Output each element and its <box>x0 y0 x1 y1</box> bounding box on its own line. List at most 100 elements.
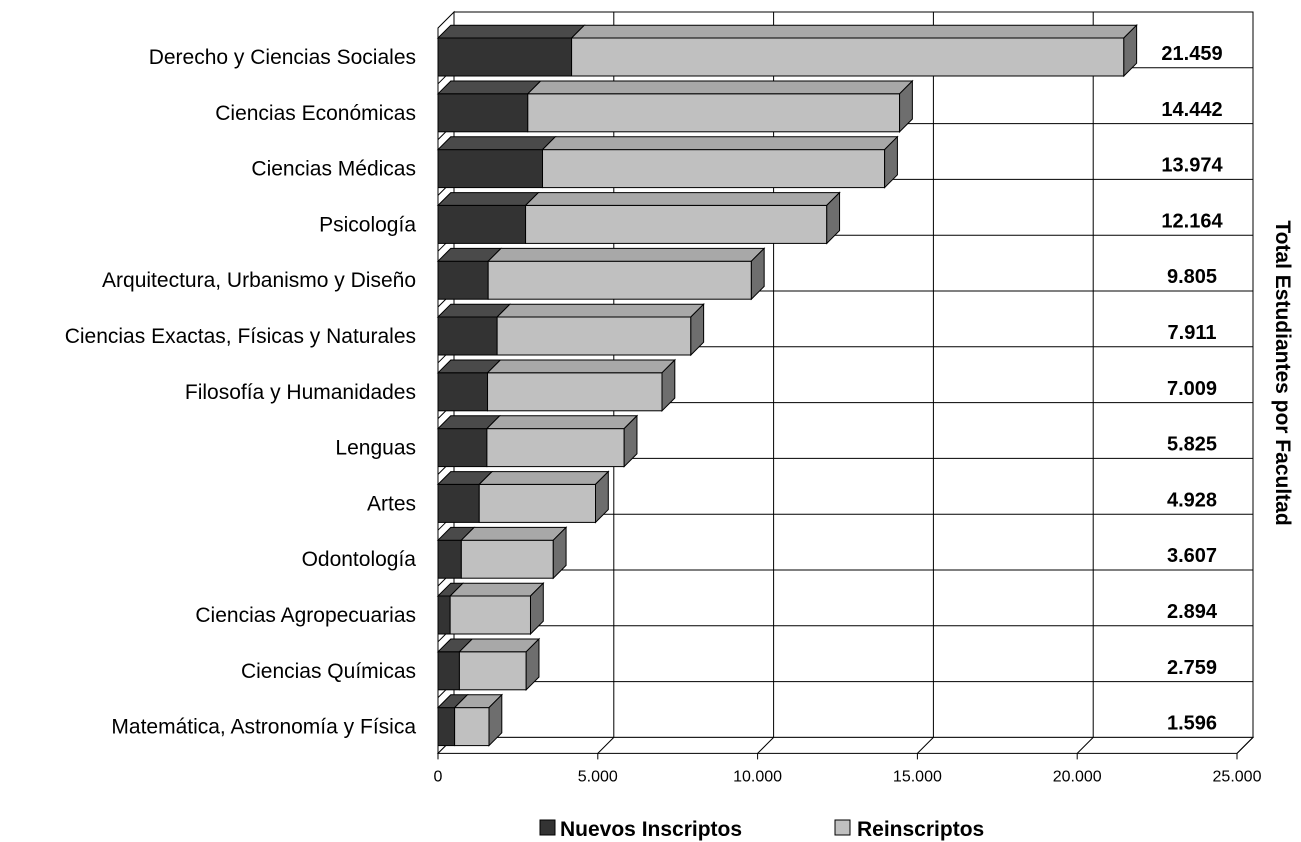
bar-end-lenguas <box>623 414 638 468</box>
legend-item-reinscriptos: Reinscriptos <box>834 818 984 841</box>
bar-nuevos-inscriptos-lenguas <box>437 428 488 468</box>
bar-end-psicologia <box>826 191 841 245</box>
bar-nuevos-inscriptos-psicologia <box>437 204 527 244</box>
bar-end-odontologia <box>552 526 567 580</box>
bar-reinscriptos-matematica-astronomia-y-fisica <box>454 707 490 747</box>
category-labels: Derecho y Ciencias Sociales Ciencias Econ… <box>65 46 417 739</box>
totals-axis-title: Total Estudiantes por Facultad <box>1271 220 1294 525</box>
x-tick-label: 25.000 <box>1213 768 1262 785</box>
bar-nuevos-inscriptos-matematica-astronomia-y-fisica <box>437 707 456 747</box>
bar-group-derecho-y-ciencias-sociales <box>436 23 1138 78</box>
category-label-artes: Artes <box>367 492 416 515</box>
bar-nuevos-inscriptos-ciencias-exactas-fisicas-y-naturales <box>437 316 498 356</box>
bar-end-ciencias-economicas <box>899 79 913 134</box>
category-label-matematica-astronomia-y-fisica: Matemática, Astronomía y Física <box>111 716 416 739</box>
bar-top-reinscriptos-lenguas <box>485 415 639 430</box>
total-label-ciencias-quimicas: 2.759 <box>1167 657 1217 679</box>
category-label-lenguas: Lenguas <box>335 437 416 460</box>
bar-reinscriptos-odontologia <box>460 539 554 579</box>
bar-group-psicologia <box>436 191 841 245</box>
bar-top-nuevos-inscriptos-derecho-y-ciencias-sociales <box>436 24 586 39</box>
bar-group-matematica-astronomia-y-fisica <box>436 693 504 747</box>
category-label-filosofia-y-humanidades: Filosofía y Humanidades <box>185 381 416 404</box>
category-label-odontologia: Odontología <box>302 548 417 571</box>
bar-end-matematica-astronomia-y-fisica <box>488 693 503 747</box>
bar-top-reinscriptos-ciencias-quimicas <box>458 638 541 653</box>
category-label-ciencias-agropecuarias: Ciencias Agropecuarias <box>195 604 416 627</box>
bar-top-reinscriptos-ciencias-agropecuarias <box>448 582 545 597</box>
x-tick-label: 15.000 <box>893 768 942 785</box>
bar-top-reinscriptos-psicologia <box>524 192 841 206</box>
category-label-ciencias-economicas: Ciencias Económicas <box>215 102 416 125</box>
bar-group-ciencias-agropecuarias <box>436 581 545 636</box>
bar-top-reinscriptos-odontologia <box>460 526 568 541</box>
legend-swatch-nuevos <box>539 819 556 836</box>
total-label-lenguas: 5.825 <box>1167 434 1217 456</box>
bar-reinscriptos-artes <box>478 483 596 523</box>
bars <box>436 23 1138 747</box>
legend: Nuevos Inscriptos Reinscriptos <box>539 818 984 841</box>
bar-top-nuevos-inscriptos-psicologia <box>436 192 540 206</box>
category-label-ciencias-medicas: Ciencias Médicas <box>251 158 416 181</box>
bar-reinscriptos-ciencias-medicas <box>542 149 886 189</box>
bar-top-reinscriptos-artes <box>478 471 610 485</box>
legend-swatch-reinscriptos <box>834 819 851 836</box>
gridline-floor <box>917 737 934 754</box>
bar-nuevos-inscriptos-derecho-y-ciencias-sociales <box>437 37 573 77</box>
bar-nuevos-inscriptos-arquitectura-urbanismo-y-diseno <box>437 260 489 300</box>
total-label-arquitectura-urbanismo-y-diseno: 9.805 <box>1167 266 1217 288</box>
total-label-filosofia-y-humanidades: 7.009 <box>1167 378 1217 400</box>
bar-top-nuevos-inscriptos-ciencias-economicas <box>436 80 542 95</box>
total-label-matematica-astronomia-y-fisica: 1.596 <box>1167 713 1217 735</box>
gridline-floor <box>757 737 774 754</box>
bar-reinscriptos-arquitectura-urbanismo-y-diseno <box>487 260 752 300</box>
bar-top-nuevos-inscriptos-ciencias-medicas <box>436 136 557 151</box>
category-label-arquitectura-urbanismo-y-diseno: Arquitectura, Urbanismo y Diseño <box>102 269 416 292</box>
gridline-floor <box>597 737 615 754</box>
bar-top-reinscriptos-filosofia-y-humanidades <box>486 359 677 374</box>
x-tick-label: 0 <box>434 768 443 785</box>
bar-reinscriptos-derecho-y-ciencias-sociales <box>571 37 1125 77</box>
floor <box>436 736 1255 754</box>
legend-label-nuevos: Nuevos Inscriptos <box>560 818 742 841</box>
x-tick-label: 5.000 <box>578 768 618 785</box>
bar-reinscriptos-psicologia <box>525 204 828 244</box>
bar-top-reinscriptos-arquitectura-urbanismo-y-diseno <box>486 247 766 262</box>
total-labels: 21.459 14.442 13.974 12.164 9.805 7.911 7.009 5… <box>1161 43 1223 735</box>
legend-label-reinscriptos: Reinscriptos <box>857 818 984 841</box>
total-label-artes: 4.928 <box>1167 489 1217 511</box>
bar-end-artes <box>594 470 609 524</box>
bar-end-derecho-y-ciencias-sociales <box>1123 23 1138 78</box>
bar-group-odontologia <box>436 526 568 580</box>
bar-reinscriptos-lenguas <box>486 428 625 468</box>
gridline-floor <box>1236 737 1254 754</box>
bar-end-filosofia-y-humanidades <box>661 358 676 413</box>
x-axis-ticks: 0 5.000 10.000 15.000 20.000 25.000 <box>434 753 1262 785</box>
bar-reinscriptos-ciencias-quimicas <box>458 651 527 691</box>
bar-reinscriptos-ciencias-economicas <box>527 93 901 133</box>
bar-end-ciencias-medicas <box>884 135 898 189</box>
bar-top-reinscriptos-derecho-y-ciencias-sociales <box>570 24 1138 39</box>
bar-end-ciencias-agropecuarias <box>529 581 544 636</box>
bar-nuevos-inscriptos-ciencias-agropecuarias <box>437 595 451 635</box>
total-label-ciencias-exactas-fisicas-y-naturales: 7.911 <box>1168 322 1217 344</box>
category-label-derecho-y-ciencias-sociales: Derecho y Ciencias Sociales <box>149 46 416 69</box>
bar-nuevos-inscriptos-odontologia <box>437 539 462 579</box>
bar-group-arquitectura-urbanismo-y-diseno <box>436 247 766 301</box>
bar-group-ciencias-medicas <box>436 135 899 189</box>
x-tick-label: 10.000 <box>733 768 782 785</box>
total-label-ciencias-medicas: 13.974 <box>1161 155 1223 177</box>
category-label-ciencias-quimicas: Ciencias Químicas <box>241 660 416 683</box>
bar-nuevos-inscriptos-ciencias-medicas <box>437 149 544 189</box>
gridline-floor <box>1076 737 1094 754</box>
category-label-psicologia: Psicología <box>319 213 416 236</box>
category-label-ciencias-exactas-fisicas-y-naturales: Ciencias Exactas, Físicas y Naturales <box>65 325 416 348</box>
total-label-odontologia: 3.607 <box>1167 545 1217 567</box>
bar-group-ciencias-quimicas <box>436 637 541 692</box>
bar-end-ciencias-exactas-fisicas-y-naturales <box>690 302 705 357</box>
bar-end-arquitectura-urbanismo-y-diseno <box>750 247 765 301</box>
total-label-ciencias-economicas: 14.442 <box>1161 99 1222 121</box>
bar-nuevos-inscriptos-artes <box>437 483 480 523</box>
bar-nuevos-inscriptos-filosofia-y-humanidades <box>437 372 489 412</box>
